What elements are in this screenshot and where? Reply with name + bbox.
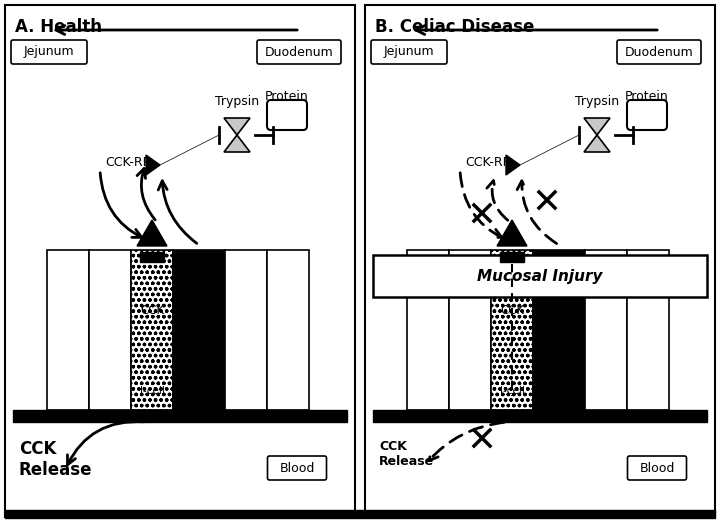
Text: Jejunum: Jejunum <box>24 45 74 58</box>
Bar <box>47 250 89 410</box>
Polygon shape <box>137 220 167 246</box>
Bar <box>373 410 707 422</box>
Text: CCK: CCK <box>140 304 164 317</box>
Bar <box>5 5 355 517</box>
FancyBboxPatch shape <box>617 40 701 64</box>
Text: CCK-RF: CCK-RF <box>105 157 150 170</box>
Polygon shape <box>584 135 610 152</box>
Bar <box>627 250 669 410</box>
Text: CCK: CCK <box>500 304 524 317</box>
Text: Duodenum: Duodenum <box>625 45 693 58</box>
FancyBboxPatch shape <box>268 456 326 480</box>
Text: Trypsin: Trypsin <box>575 95 619 108</box>
Polygon shape <box>584 118 610 135</box>
Text: Trypsin: Trypsin <box>215 95 259 108</box>
Bar <box>131 250 173 410</box>
Bar <box>491 250 533 410</box>
Text: B. Celiac Disease: B. Celiac Disease <box>375 18 534 36</box>
Text: Duodenum: Duodenum <box>265 45 333 58</box>
Text: Jejunum: Jejunum <box>384 45 434 58</box>
Bar <box>267 250 309 410</box>
Polygon shape <box>224 135 250 152</box>
Text: Blood: Blood <box>279 461 315 474</box>
Polygon shape <box>506 155 520 175</box>
Bar <box>173 250 225 410</box>
FancyBboxPatch shape <box>11 40 87 64</box>
FancyBboxPatch shape <box>267 100 307 130</box>
Text: Mucosal Injury: Mucosal Injury <box>477 268 603 283</box>
Bar <box>89 250 131 410</box>
Text: A. Health: A. Health <box>15 18 102 36</box>
Bar <box>449 250 491 410</box>
Bar <box>5 510 715 518</box>
Bar <box>373 255 707 297</box>
Bar <box>140 252 163 262</box>
FancyBboxPatch shape <box>257 40 341 64</box>
Text: CCK
Release: CCK Release <box>19 440 92 479</box>
FancyBboxPatch shape <box>628 456 686 480</box>
Polygon shape <box>224 118 250 135</box>
Bar <box>533 250 585 410</box>
Bar <box>365 5 715 517</box>
Text: Protein: Protein <box>265 90 309 103</box>
Bar <box>407 250 449 410</box>
Text: CCK
Release: CCK Release <box>379 440 434 468</box>
Bar <box>500 252 523 262</box>
Text: I-cell: I-cell <box>140 386 164 396</box>
Polygon shape <box>497 220 527 246</box>
Text: Protein: Protein <box>625 90 669 103</box>
Bar <box>585 250 627 410</box>
Text: Blood: Blood <box>639 461 675 474</box>
FancyBboxPatch shape <box>627 100 667 130</box>
Text: I-cell: I-cell <box>500 386 524 396</box>
FancyBboxPatch shape <box>371 40 447 64</box>
Bar <box>225 250 267 410</box>
Text: CCK-RF: CCK-RF <box>465 157 510 170</box>
Bar <box>13 410 347 422</box>
Polygon shape <box>146 155 160 175</box>
